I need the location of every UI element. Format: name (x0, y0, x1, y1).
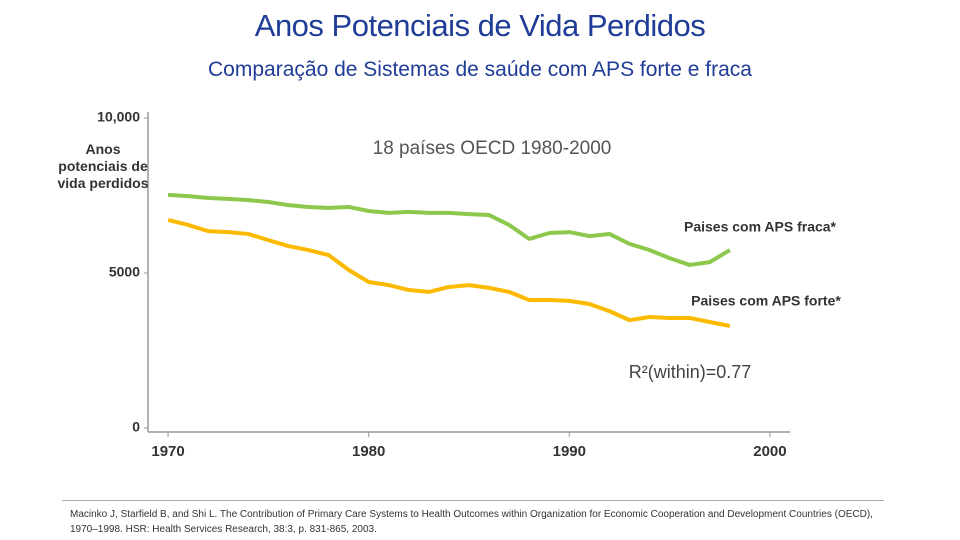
footer-rule (62, 500, 884, 501)
y-tick-label: 0 (132, 419, 140, 435)
legend-label: Paises com APS forte* (691, 293, 841, 309)
y-tick-label: 10,000 (97, 109, 140, 125)
footer-citation: Macinko J, Starfield B, and Shi L. The C… (70, 509, 873, 535)
slide-title: Anos Potenciais de Vida Perdidos (254, 8, 706, 43)
series-line (167, 218, 731, 328)
x-tick-label: 1990 (553, 443, 586, 460)
legend-label: Paises com APS fraca* (684, 219, 837, 235)
series-line (167, 192, 731, 267)
y-axis-label: Anos potenciais de vida perdidos (57, 141, 149, 191)
x-tick-label: 2000 (753, 443, 786, 460)
x-tick-label: 1970 (151, 443, 184, 460)
slide-subtitle: Comparação de Sistemas de saúde com APS … (208, 58, 752, 81)
x-tick-label: 1980 (352, 443, 385, 460)
chart-title: 18 países OECD 1980-2000 (373, 138, 612, 159)
annotation: R²(within)=0.77 (629, 362, 752, 382)
y-tick-label: 5000 (109, 264, 140, 280)
